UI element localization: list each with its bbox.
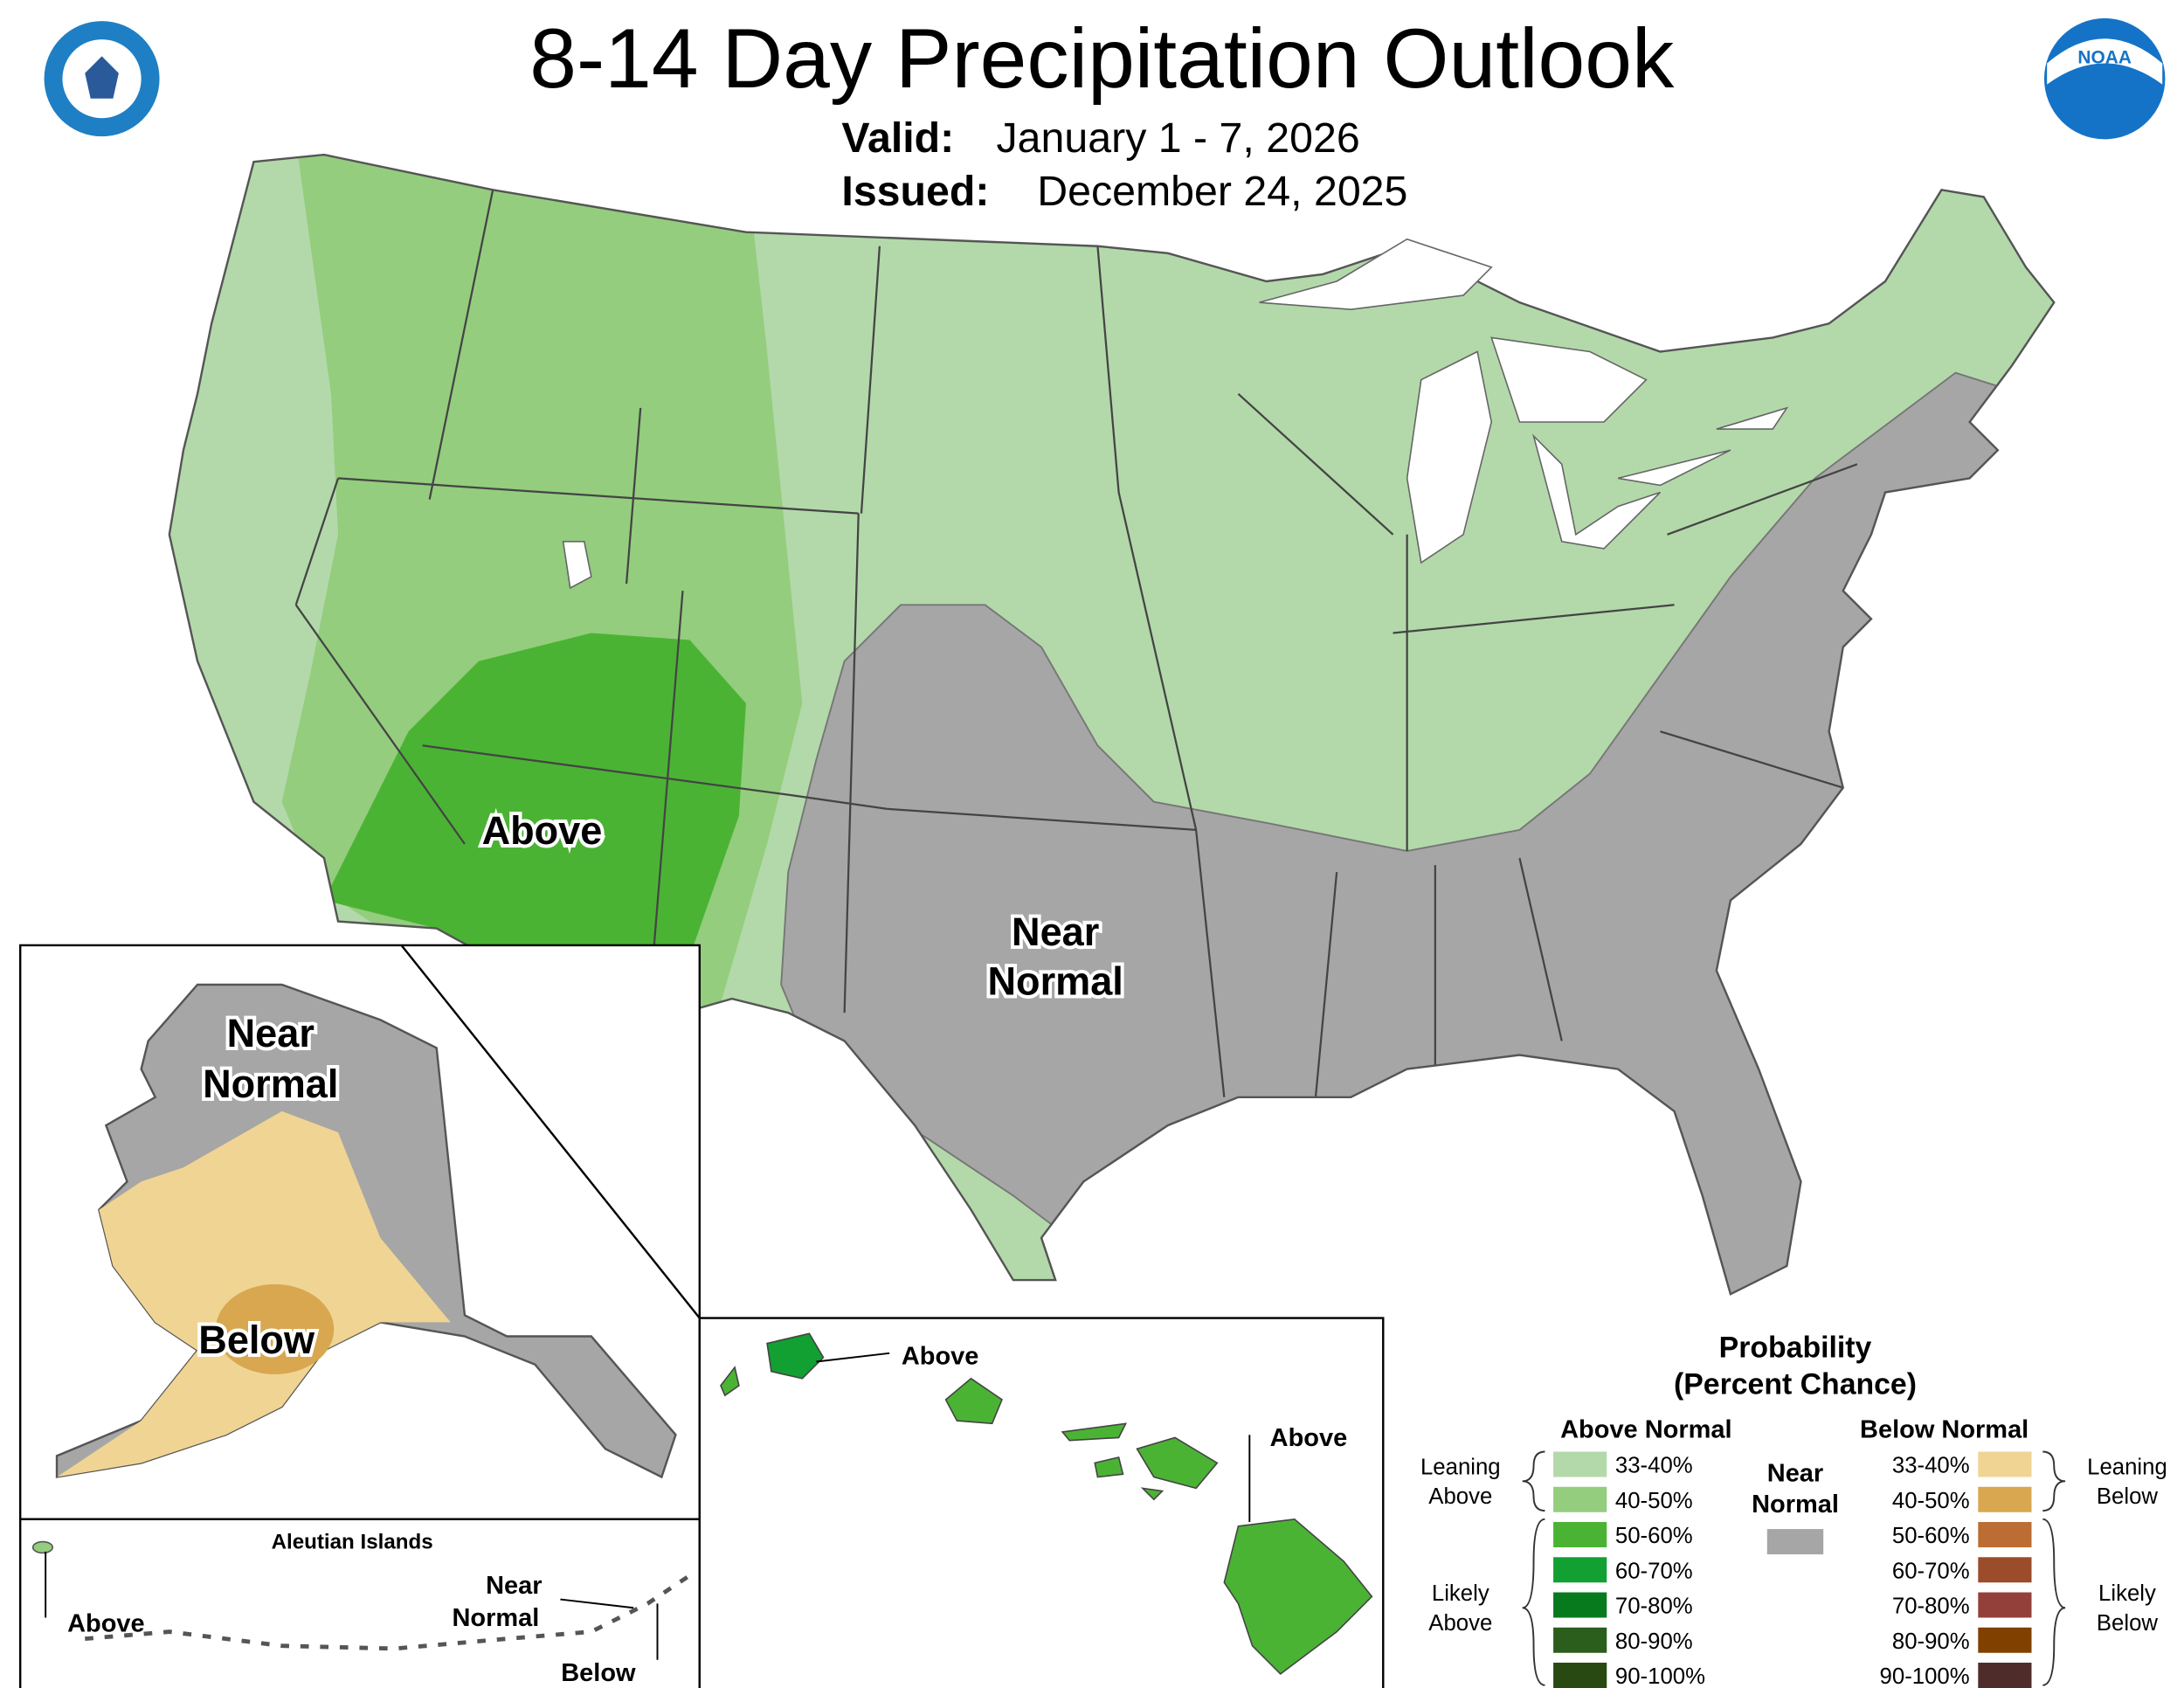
legend-swatch <box>1978 1486 2032 1512</box>
legend-swatch <box>1978 1451 2032 1477</box>
legend-bin-label: 90-100% <box>1880 1664 1970 1688</box>
legend-swatch <box>1978 1663 2032 1688</box>
legend-leaning-below-2: Below <box>2097 1484 2159 1509</box>
legend-leaning-below-1: Leaning <box>2087 1455 2167 1479</box>
aleutian-island-above <box>31 1540 54 1554</box>
legend-likely-above-1: Likely <box>1432 1581 1489 1606</box>
conus-label-near: Near <box>1012 910 1099 954</box>
noaa-logo: NOAA <box>2043 17 2166 140</box>
legend-bin-label: 60-70% <box>1615 1559 1693 1583</box>
legend-leaning-above-1: Leaning <box>1420 1455 1501 1479</box>
great-lakes <box>562 238 1789 590</box>
legend-bin-label: 40-50% <box>1615 1489 1693 1513</box>
conus-label-normal: Normal <box>987 958 1123 1003</box>
legend-swatch <box>1553 1522 1607 1547</box>
legend-bin-label: 50-60% <box>1615 1524 1693 1548</box>
noaa-logo-wave <box>2047 38 2163 85</box>
aleutian-pointers <box>45 1551 659 1660</box>
aleutian-inset: Aleutian Islands Above Near Normal Below <box>18 1518 702 1688</box>
doc-logo-emblem <box>85 56 119 99</box>
issued-label: Issued: <box>841 168 989 215</box>
valid-date: January 1 - 7, 2026 <box>997 114 1360 162</box>
hawaii-label-south: Above <box>1270 1424 1348 1452</box>
legend-swatch <box>1978 1522 2032 1547</box>
legend-swatch <box>1553 1486 1607 1512</box>
legend-likely-below-1: Likely <box>2098 1581 2156 1606</box>
legend-swatch <box>1553 1627 1607 1653</box>
legend-below-header: Below Normal <box>1860 1415 2028 1443</box>
aleutian-label-above: Above <box>67 1610 145 1638</box>
legend-near-swatch <box>1766 1529 1824 1555</box>
alaska-label-normal: Normal <box>203 1062 338 1106</box>
legend-bin-label: 80-90% <box>1615 1629 1693 1654</box>
legend-bin-label: 60-70% <box>1892 1559 1970 1583</box>
kauai <box>766 1332 825 1380</box>
legend-swatch <box>1553 1663 1607 1688</box>
legend: Probability (Percent Chance) Above Norma… <box>1420 1332 2167 1688</box>
legend-title: Probability <box>1719 1332 1872 1365</box>
aleutian-islands <box>85 1574 691 1651</box>
legend-swatch <box>1978 1557 2032 1583</box>
legend-swatch <box>1553 1592 1607 1618</box>
hawaii-label-north: Above <box>902 1343 979 1371</box>
valid-label: Valid: <box>841 114 954 162</box>
legend-swatch <box>1978 1627 2032 1653</box>
conus-label-above: Above <box>482 808 603 853</box>
title: 8-14 Day Precipitation Outlook <box>529 12 1675 106</box>
hawaii-inset: Above Above <box>698 1317 1385 1688</box>
legend-bin-label: 40-50% <box>1892 1489 1970 1513</box>
legend-likely-above-2: Above <box>1428 1611 1492 1636</box>
legend-leaning-above-2: Above <box>1428 1484 1492 1509</box>
aleutian-title: Aleutian Islands <box>272 1531 433 1554</box>
oahu <box>944 1377 1003 1425</box>
state-borders <box>294 190 1858 1097</box>
alaska-label-below: Below <box>198 1318 315 1362</box>
legend-near-line2: Normal <box>1752 1491 1839 1519</box>
hawaii-pointers <box>816 1352 1251 1523</box>
noaa-logo-text: NOAA <box>2077 47 2132 67</box>
alaska-label-near: Near <box>227 1011 314 1055</box>
alaska-below-40-50 <box>215 1283 335 1374</box>
region-above-50-60 <box>323 633 746 1041</box>
legend-subtitle: (Percent Chance) <box>1674 1368 1917 1401</box>
aleutian-label-below: Below <box>561 1659 636 1687</box>
legend-near-line1: Near <box>1767 1459 1823 1487</box>
legend-bin-label: 33-40% <box>1892 1454 1970 1478</box>
alaska-inset: Near Normal Below <box>18 944 702 1521</box>
maui-county <box>1061 1422 1219 1501</box>
legend-bin-label: 70-80% <box>1892 1595 1970 1619</box>
legend-likely-below-2: Below <box>2097 1611 2159 1636</box>
big-island <box>1223 1518 1373 1675</box>
legend-above-header: Above Normal <box>1560 1415 1731 1443</box>
legend-bin-label: 33-40% <box>1615 1454 1693 1478</box>
aleutian-label-near: Near <box>486 1572 542 1600</box>
issued-date: December 24, 2025 <box>1037 168 1407 215</box>
legend-bin-label: 50-60% <box>1892 1524 1970 1548</box>
legend-swatch <box>1978 1592 2032 1618</box>
niihau <box>720 1366 740 1397</box>
aleutian-box <box>18 1518 702 1688</box>
aleutian-label-normal: Normal <box>452 1604 539 1632</box>
noaa-logo-circle <box>2043 17 2166 140</box>
legend-swatch <box>1553 1557 1607 1583</box>
legend-swatch <box>1553 1451 1607 1477</box>
legend-bin-label: 80-90% <box>1892 1629 1970 1654</box>
inset-connector <box>400 944 701 1319</box>
doc-logo <box>44 21 160 137</box>
legend-bin-label: 70-80% <box>1615 1595 1693 1619</box>
conus: Above Near Normal <box>168 153 2056 1296</box>
legend-bin-label: 90-100% <box>1615 1664 1705 1688</box>
legend-brackets <box>1522 1450 2066 1686</box>
